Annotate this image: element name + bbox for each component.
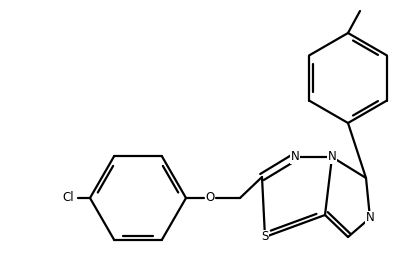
Text: N: N <box>327 150 336 163</box>
Text: N: N <box>365 211 373 225</box>
Text: S: S <box>261 231 268 243</box>
Text: Cl: Cl <box>62 192 74 205</box>
Text: N: N <box>290 150 299 163</box>
Text: O: O <box>205 192 214 205</box>
